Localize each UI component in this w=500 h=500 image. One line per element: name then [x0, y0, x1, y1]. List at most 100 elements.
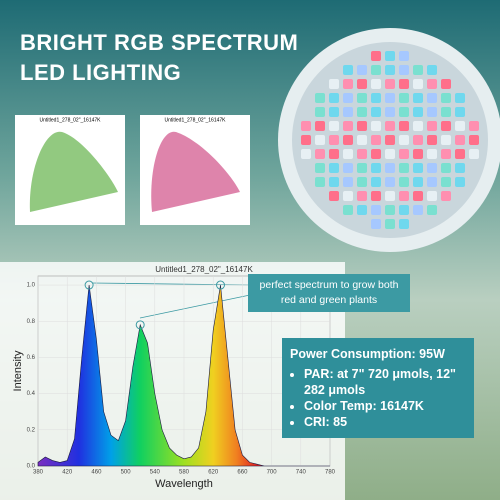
led	[371, 205, 381, 215]
led	[329, 191, 339, 201]
led	[399, 51, 409, 61]
lamp	[278, 28, 500, 252]
led	[441, 93, 451, 103]
y-tick-label: 0.8	[27, 319, 36, 325]
led	[371, 135, 381, 145]
led	[329, 93, 339, 103]
led	[329, 107, 339, 117]
led	[357, 93, 367, 103]
led	[343, 149, 353, 159]
led	[399, 191, 409, 201]
led	[413, 191, 423, 201]
cie-gamut	[29, 131, 119, 212]
led	[455, 163, 465, 173]
led	[315, 149, 325, 159]
led	[427, 191, 437, 201]
pointer	[91, 282, 251, 286]
led	[427, 79, 437, 89]
peak-marker	[84, 280, 94, 290]
led	[399, 93, 409, 103]
led	[385, 205, 395, 215]
led	[371, 107, 381, 117]
y-axis-label: Intensity	[12, 350, 24, 391]
led	[329, 121, 339, 131]
led	[371, 65, 381, 75]
led	[343, 93, 353, 103]
specs-list: PAR: at 7" 720 μmols, 12" 282 μmolsColor…	[290, 366, 466, 430]
led	[413, 205, 423, 215]
led	[441, 121, 451, 131]
led	[455, 121, 465, 131]
x-axis-label: Wavelength	[155, 478, 213, 490]
led	[413, 163, 423, 173]
led	[413, 177, 423, 187]
y-tick-label: 0.6	[27, 355, 36, 361]
led	[371, 163, 381, 173]
led	[357, 65, 367, 75]
led	[343, 107, 353, 117]
led	[455, 149, 465, 159]
led	[455, 107, 465, 117]
led	[343, 79, 353, 89]
led	[357, 205, 367, 215]
x-tick-label: 380	[33, 470, 44, 476]
led	[343, 135, 353, 145]
led	[385, 219, 395, 229]
led	[399, 177, 409, 187]
led	[441, 107, 451, 117]
led	[329, 177, 339, 187]
led	[315, 177, 325, 187]
led	[413, 149, 423, 159]
led	[469, 149, 479, 159]
y-tick-label: 0.2	[27, 427, 36, 433]
led	[427, 149, 437, 159]
x-tick-label: 620	[208, 470, 219, 476]
led	[385, 79, 395, 89]
led	[399, 149, 409, 159]
led	[371, 51, 381, 61]
led	[427, 135, 437, 145]
led	[399, 163, 409, 173]
specs-heading: Power Consumption: 95W	[290, 347, 445, 361]
callout: perfect spectrum to grow both red and gr…	[248, 274, 410, 312]
led	[357, 135, 367, 145]
led	[357, 79, 367, 89]
led	[399, 121, 409, 131]
led	[357, 191, 367, 201]
led	[301, 149, 311, 159]
x-tick-label: 580	[179, 470, 190, 476]
cie-title: Untitled1_278_02"_16147K	[40, 117, 102, 123]
led	[399, 107, 409, 117]
led	[385, 191, 395, 201]
led	[301, 121, 311, 131]
led	[371, 93, 381, 103]
led	[357, 163, 367, 173]
led	[343, 205, 353, 215]
led	[441, 191, 451, 201]
cie-title: Untitled1_278_02"_16147K	[165, 117, 227, 123]
led	[469, 135, 479, 145]
led	[329, 149, 339, 159]
led	[371, 121, 381, 131]
led	[385, 149, 395, 159]
spec-item: CRI: 85	[304, 414, 466, 430]
chart-title: Untitled1_278_02"_16147K	[155, 265, 253, 274]
led	[441, 163, 451, 173]
led	[329, 135, 339, 145]
led	[413, 65, 423, 75]
led	[385, 93, 395, 103]
led	[343, 121, 353, 131]
led	[385, 177, 395, 187]
led	[399, 135, 409, 145]
led	[399, 65, 409, 75]
led	[441, 149, 451, 159]
led	[371, 149, 381, 159]
led	[427, 205, 437, 215]
led	[315, 135, 325, 145]
x-tick-label: 700	[267, 470, 278, 476]
led	[385, 121, 395, 131]
led	[315, 121, 325, 131]
led	[371, 219, 381, 229]
led	[427, 121, 437, 131]
